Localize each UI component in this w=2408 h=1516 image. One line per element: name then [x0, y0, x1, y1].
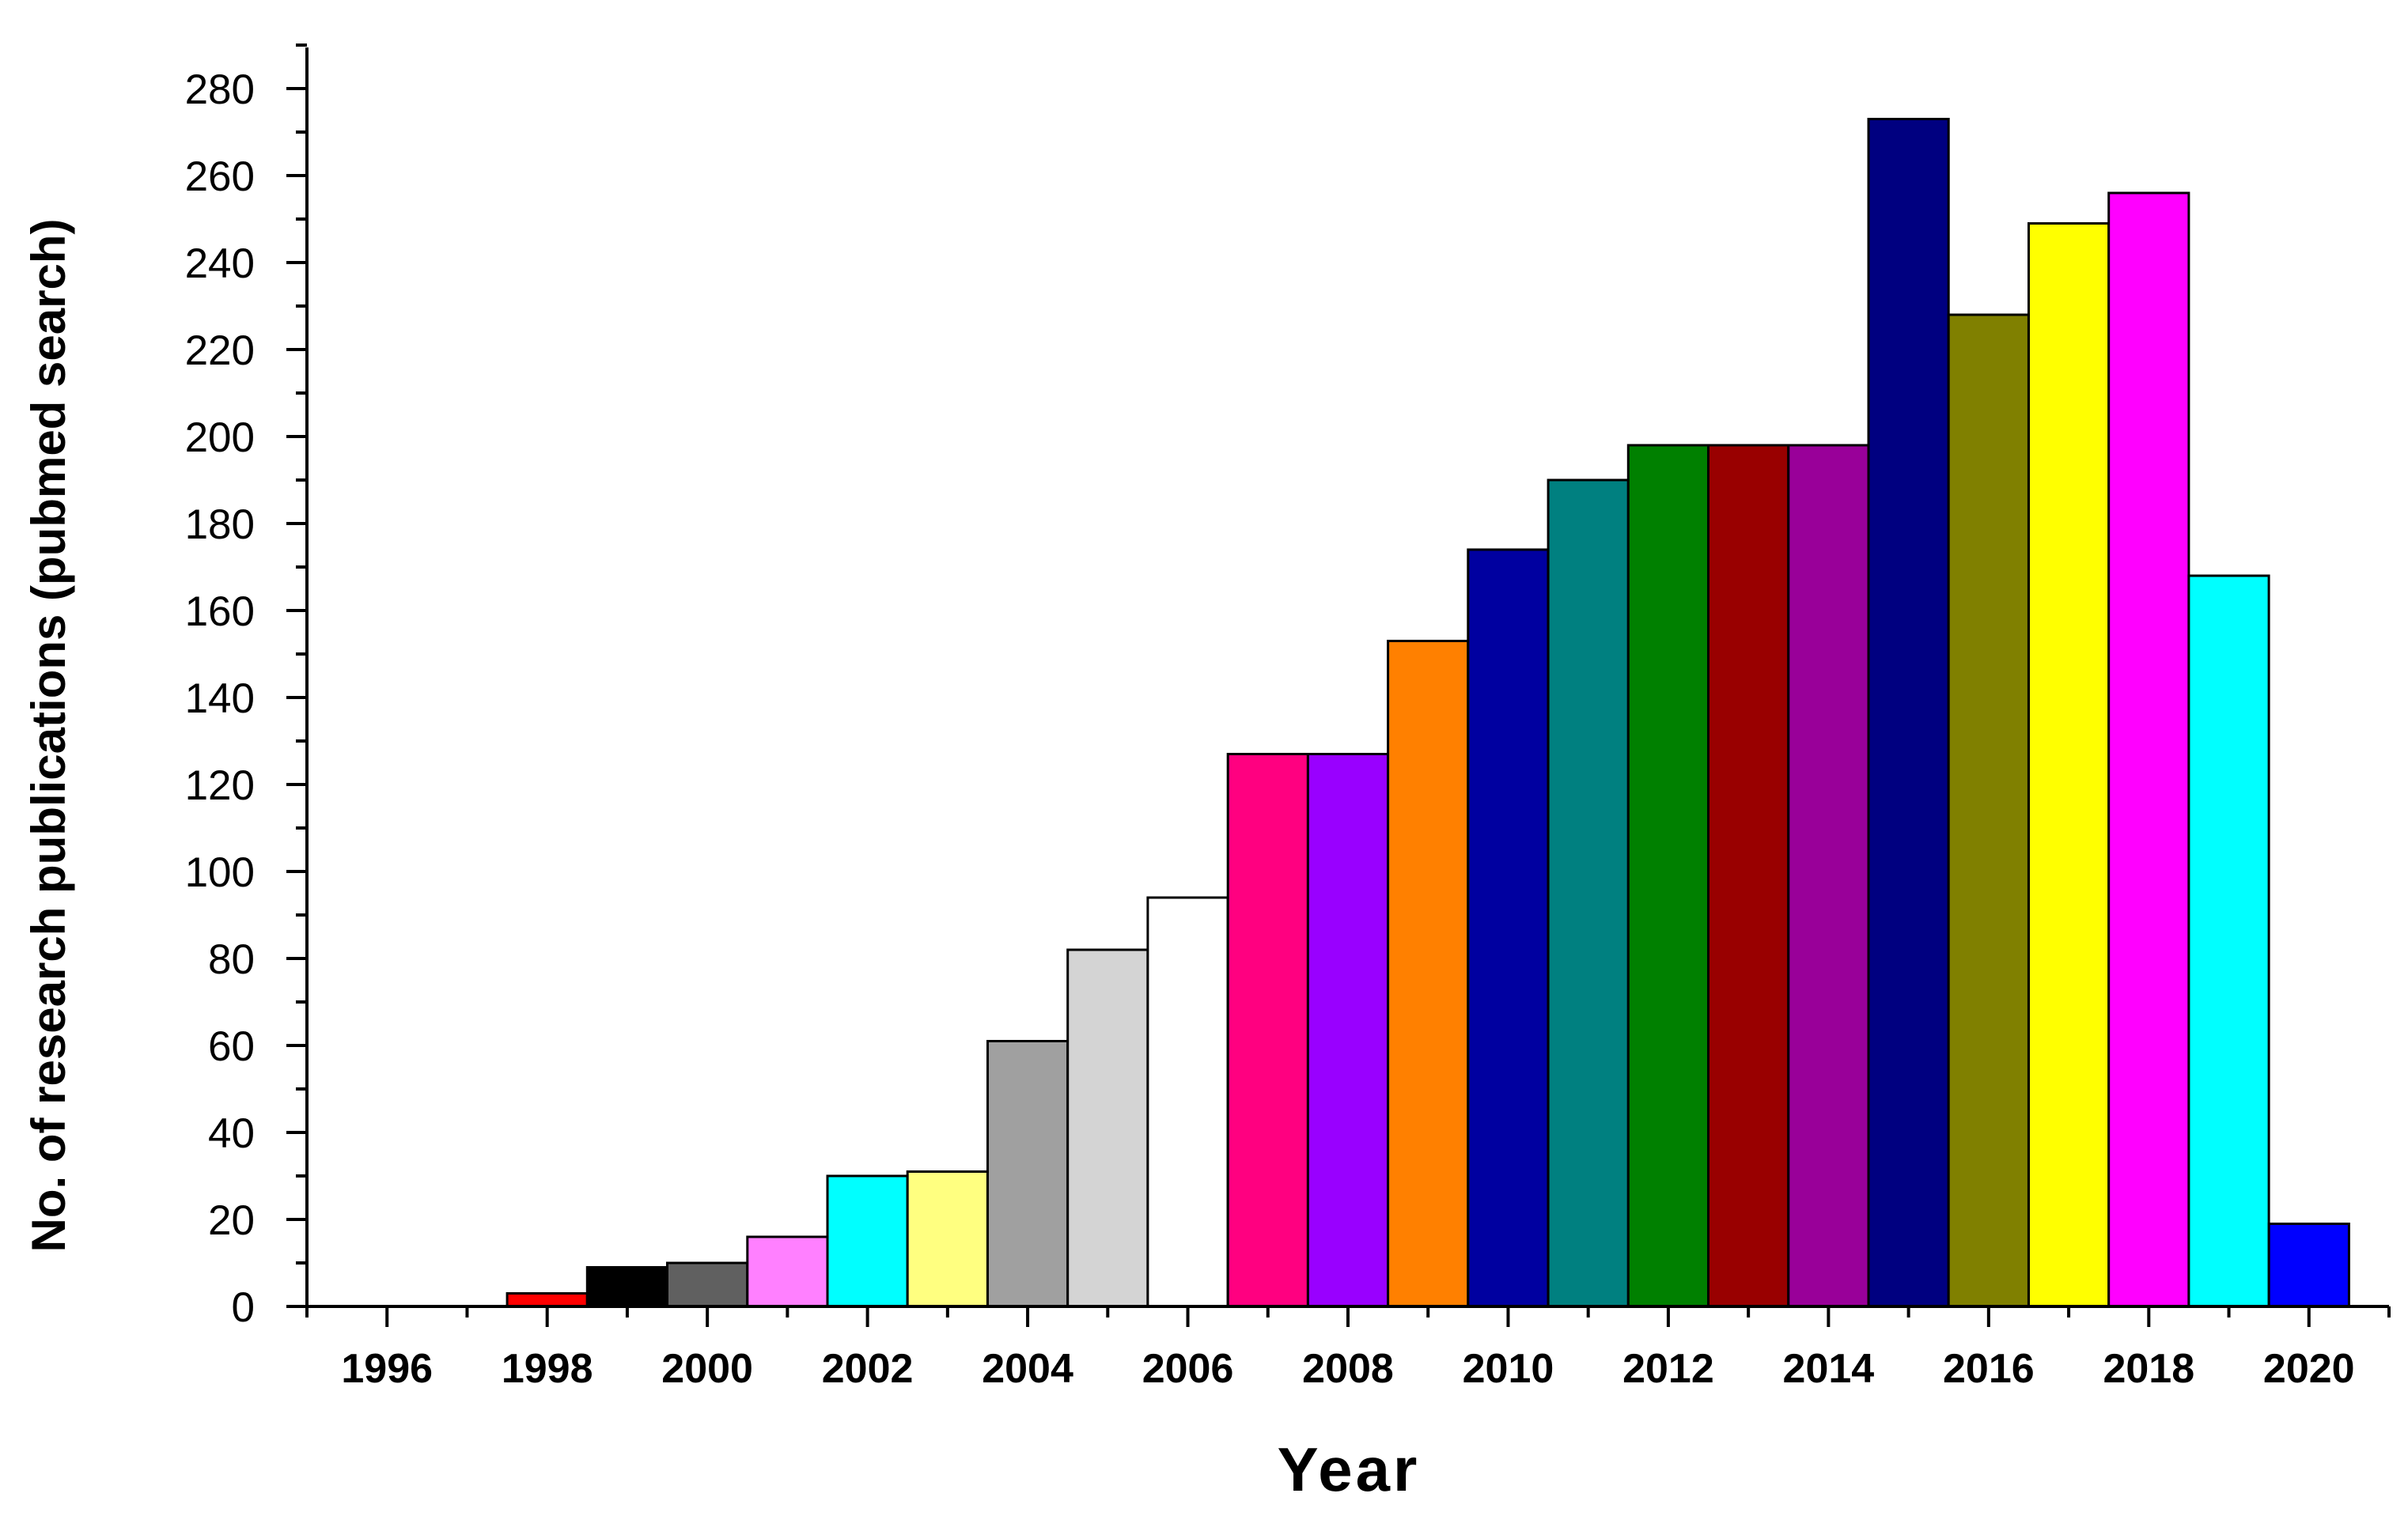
y-tick-label-40: 40 — [208, 1110, 255, 1157]
bar-2005 — [1066, 948, 1149, 1308]
bar-2014 — [1787, 444, 1870, 1308]
bar-2018 — [2107, 191, 2190, 1308]
bar-2013 — [1707, 444, 1790, 1308]
bar-2020 — [2267, 1223, 2350, 1308]
bar-2012 — [1626, 444, 1710, 1308]
y-tick-label-100: 100 — [185, 849, 255, 896]
bar-2003 — [906, 1170, 989, 1308]
y-tick-label-180: 180 — [185, 501, 255, 548]
bars-layer — [505, 118, 2350, 1308]
y-tick-label-120: 120 — [185, 762, 255, 809]
x-tick-label-2012: 2012 — [1622, 1346, 1714, 1392]
y-tick-label-200: 200 — [185, 414, 255, 461]
bar-2017 — [2027, 222, 2111, 1308]
bar-2001 — [746, 1235, 829, 1308]
y-tick-label-60: 60 — [208, 1023, 255, 1070]
x-tick-label-2006: 2006 — [1142, 1346, 1234, 1392]
x-tick-label-2000: 2000 — [661, 1346, 753, 1392]
x-axis-title: Year — [1278, 1435, 1421, 1504]
x-ticks: 1996 1998 2000 2002 2004 2006 2008 2010 2012 2014… — [305, 1306, 2391, 1392]
y-axis-title: No. of research publications (pubmed sea… — [22, 219, 75, 1253]
bar-1998 — [505, 1292, 589, 1308]
bar-2002 — [826, 1174, 909, 1308]
y-ticks: 0 20 40 60 80 100 120 140 160 180 200 220 240 260 280 — [185, 43, 307, 1331]
bar-2006 — [1146, 896, 1229, 1308]
x-tick-label-2004: 2004 — [982, 1346, 1073, 1392]
bar-2000 — [666, 1261, 749, 1308]
bar-2007 — [1226, 753, 1309, 1308]
bar-2011 — [1547, 478, 1630, 1308]
y-tick-label-140: 140 — [185, 675, 255, 722]
y-tick-label-240: 240 — [185, 240, 255, 287]
axes-layer: 020406080100120140160180200220240260280 … — [185, 43, 2391, 1392]
x-tick-label-2014: 2014 — [1783, 1346, 1875, 1392]
x-tick-label-1996: 1996 — [341, 1346, 433, 1392]
x-tick-label-2008: 2008 — [1302, 1346, 1394, 1392]
bar-2008 — [1306, 753, 1390, 1308]
x-tick-label-2020: 2020 — [2263, 1346, 2355, 1392]
y-tick-label-80: 80 — [208, 936, 255, 983]
y-tick-label-20: 20 — [208, 1197, 255, 1244]
x-tick-label-1998: 1998 — [502, 1346, 593, 1392]
y-tick-label-260: 260 — [185, 153, 255, 200]
bar-2004 — [986, 1040, 1070, 1308]
x-tick-label-2018: 2018 — [2103, 1346, 2194, 1392]
bar-2016 — [1947, 313, 2030, 1308]
y-tick-label-0: 0 — [232, 1284, 255, 1331]
bar-1999 — [585, 1266, 668, 1308]
y-tick-label-160: 160 — [185, 588, 255, 635]
bar-2015 — [1867, 118, 1950, 1308]
bar-2010 — [1467, 548, 1550, 1308]
bar-2009 — [1387, 640, 1470, 1308]
y-tick-label-220: 220 — [185, 327, 255, 374]
y-tick-label-280: 280 — [185, 66, 255, 113]
bar-2019 — [2187, 574, 2270, 1308]
x-tick-label-2016: 2016 — [1943, 1346, 2035, 1392]
x-tick-label-2010: 2010 — [1463, 1346, 1554, 1392]
x-tick-label-2002: 2002 — [822, 1346, 914, 1392]
